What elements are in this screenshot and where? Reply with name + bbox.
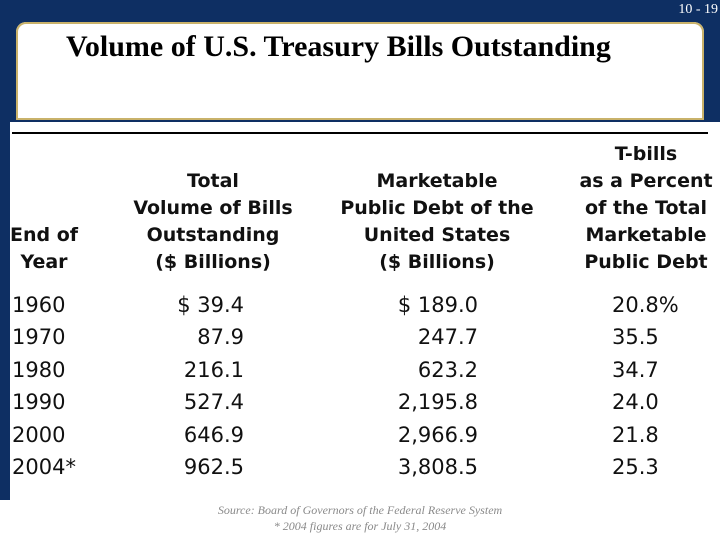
cell-debt: 3,808.5 xyxy=(397,455,478,479)
cell-bills: $ 39.4 xyxy=(177,293,244,317)
cell-debt: 623.2 xyxy=(417,357,478,382)
header-percent: T-bills as a Percent of the Total Market… xyxy=(579,143,713,273)
cell-year: 1990 xyxy=(12,390,66,415)
header-bills: Total Volume of Bills Outstanding ($ Bil… xyxy=(133,170,293,273)
source-note: Source: Board of Governors of the Federa… xyxy=(217,503,503,517)
page-number: 10 - 19 xyxy=(678,2,718,17)
cell-percent: 35.5 xyxy=(612,325,659,350)
table-panel xyxy=(10,122,720,500)
header-year: End of Year xyxy=(9,224,79,273)
cell-percent: 34.7 xyxy=(612,357,659,382)
cell-bills: 87.9 xyxy=(197,325,244,350)
cell-debt: $ 189.0 xyxy=(397,293,478,317)
cell-bills: 646.9 xyxy=(183,422,244,447)
cell-debt: 2,966.9 xyxy=(397,422,478,447)
left-accent-bar xyxy=(0,122,10,500)
cell-year: 2004* xyxy=(12,455,76,479)
cell-bills: 962.5 xyxy=(183,455,244,479)
cell-debt: 247.7 xyxy=(417,325,478,350)
cell-debt: 2,195.8 xyxy=(397,390,478,415)
table-top-rule xyxy=(12,132,708,134)
cell-percent: 21.8 xyxy=(612,422,659,447)
cell-year: 1980 xyxy=(12,357,66,382)
cell-percent: 20.8% xyxy=(612,293,679,317)
footer xyxy=(0,502,720,540)
cell-bills: 216.1 xyxy=(183,357,244,382)
cell-percent: 25.3 xyxy=(612,455,659,479)
slide-title: Volume of U.S. Treasury Bills Outstandin… xyxy=(66,30,611,63)
title-box xyxy=(16,22,704,120)
cell-year: 1960 xyxy=(12,293,66,317)
cell-year: 1970 xyxy=(12,325,66,350)
cell-year: 2000 xyxy=(12,422,66,447)
header-debt: Marketable Public Debt of the United Sta… xyxy=(340,170,534,273)
cell-bills: 527.4 xyxy=(183,390,244,415)
footnote: * 2004 figures are for July 31, 2004 xyxy=(273,519,447,533)
cell-percent: 24.0 xyxy=(612,390,659,415)
